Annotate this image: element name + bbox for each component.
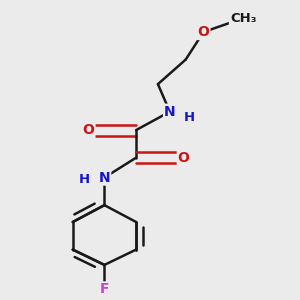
Text: H: H <box>79 172 90 186</box>
Text: O: O <box>82 123 94 137</box>
Text: N: N <box>164 105 176 119</box>
Text: H: H <box>183 111 194 124</box>
Text: O: O <box>178 151 190 165</box>
Text: O: O <box>198 25 209 39</box>
Text: N: N <box>99 171 110 184</box>
Text: CH₃: CH₃ <box>230 12 256 25</box>
Text: F: F <box>100 282 109 296</box>
